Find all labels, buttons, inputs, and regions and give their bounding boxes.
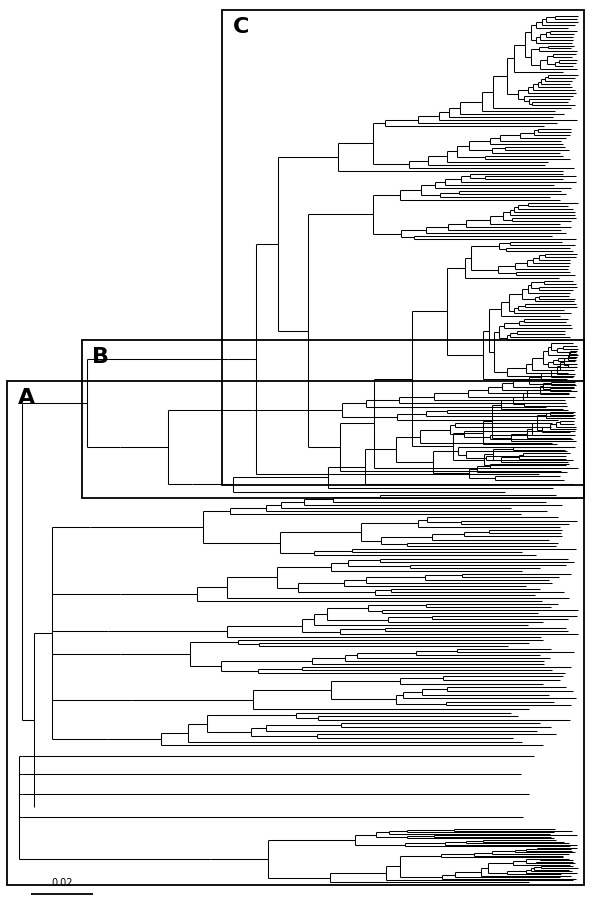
Bar — [7, 381, 584, 885]
Text: 0.02: 0.02 — [52, 878, 73, 888]
Text: B: B — [92, 347, 109, 367]
Text: C: C — [233, 17, 250, 37]
Text: A: A — [17, 388, 35, 408]
Bar — [222, 10, 584, 485]
Bar — [82, 340, 584, 498]
